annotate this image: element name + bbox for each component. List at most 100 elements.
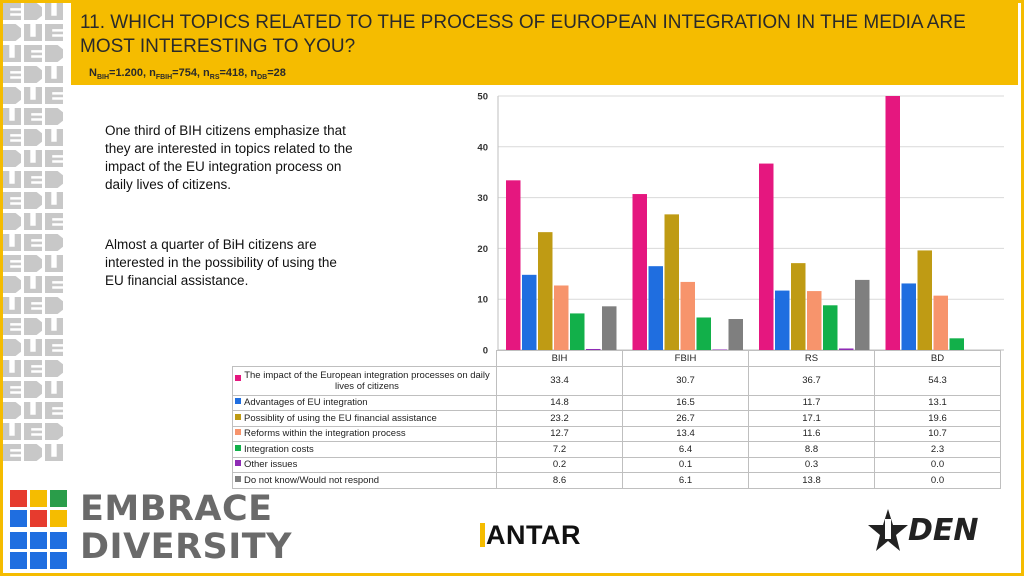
chart-bar [823,305,838,350]
data-value-label: 0.0 [874,472,1001,489]
sidebar-pattern-tile [3,255,21,272]
sidebar-pattern-tile [45,171,63,188]
data-value-label: 0.3 [748,456,875,473]
chart-bar [949,338,964,350]
legend-label: The impact of the European integration p… [244,369,490,392]
header-bar: 11. WHICH TOPICS RELATED TO THE PROCESS … [71,3,1018,85]
data-value-label: 0.0 [874,456,1001,473]
y-tick-label: 10 [477,295,488,306]
data-value-label: 54.3 [874,365,1001,396]
chart-bar [791,263,806,350]
sample-size-note: NBIH=1.200, nFBIH=754, nRS=418, nDB=28 [89,67,286,81]
sidebar-pattern-tile [24,255,42,272]
kantar-wordmark: ANTAR [486,520,581,550]
bie-logo-cell [50,490,67,507]
chart-bar [522,274,537,350]
sidebar-pattern-row [3,339,71,356]
bie-logo-mark [10,490,72,570]
star-person-icon [868,509,908,551]
legend-swatch [235,429,241,436]
sidebar-pattern-tile [24,171,42,188]
sidebar-pattern-tile [3,213,21,230]
category-label: RS [748,350,875,367]
legend-entry: Integration costs [232,441,497,458]
data-value-label: 17.1 [748,410,875,427]
sidebar-pattern-row [3,192,71,209]
legend-entry: The impact of the European integration p… [232,365,497,396]
bie-logo-cell [50,510,67,527]
category-label: FBIH [622,350,749,367]
sidebar-pattern [3,3,71,491]
chart-bar [538,232,553,350]
sample-fbih-value: =754, n [172,67,210,79]
brand-line-1: EMBRACE [80,489,273,529]
table-row: Reforms within the integration process 12… [232,425,1001,442]
y-tick-label: 20 [477,244,488,255]
data-value-label: 36.7 [748,365,875,396]
legend-label: Possiblity of using the EU financial ass… [244,412,437,424]
y-tick-label: 50 [477,92,488,103]
sidebar-pattern-tile [3,66,21,83]
chart-bar [933,295,948,350]
data-value-label: 11.6 [748,425,875,442]
data-value-label: 11.7 [748,394,875,411]
chart-bar [759,163,774,350]
legend-swatch [235,444,241,451]
sidebar-pattern-tile [3,3,21,20]
sidebar-pattern-tile [3,87,21,104]
bie-logo-cell [10,532,27,549]
data-value-label: 26.7 [622,410,749,427]
data-value-label: 30.7 [622,365,749,396]
data-value-label: 0.2 [496,456,623,473]
legend-swatch [235,475,241,482]
sidebar-pattern-tile [45,297,63,314]
kantar-bar-icon [480,523,485,547]
chart-bar [917,250,932,350]
sidebar-pattern-tile [3,129,21,146]
table-row: Do not know/Would not respond 8.6 6.1 13.8 0… [232,472,1001,489]
table-row: Possiblity of using the EU financial ass… [232,410,1001,427]
sidebar-pattern-tile [3,318,21,335]
data-value-label: 7.2 [496,441,623,458]
legend-entry: Advantages of EU integration [232,394,497,411]
sidebar-pattern-tile [3,339,21,356]
y-tick-label: 40 [477,142,488,153]
iden-logo: DEN [868,505,988,560]
legend-entry: Possiblity of using the EU financial ass… [232,410,497,427]
sidebar-pattern-row [3,276,71,293]
legend-swatch [235,398,241,405]
data-value-label: 14.8 [496,394,623,411]
sidebar-pattern-row [3,150,71,167]
legend-swatch [235,460,241,467]
chart-bar [506,180,521,350]
legend-label: Advantages of EU integration [244,397,368,409]
data-value-label: 2.3 [874,441,1001,458]
brand-wordmark: EMBRACE DIVERSITY [80,490,292,566]
sidebar-pattern-row [3,255,71,272]
legend-swatch [235,374,241,381]
data-value-label: 8.8 [748,441,875,458]
table-header-row: BIH FBIH RS BD [233,350,1001,367]
data-value-label: 13.8 [748,472,875,489]
table-row: Advantages of EU integration 14.8 16.5 11.7… [232,394,1001,411]
sample-db-value: =28 [267,67,286,79]
bie-logo-cell [10,552,27,569]
bie-logo-cell [10,510,27,527]
sidebar-pattern-tile [24,129,42,146]
sample-bih-sub: BIH [96,74,110,82]
bie-logo-cell [50,552,67,569]
chart-bar [855,279,870,350]
data-value-label: 12.7 [496,425,623,442]
sidebar-pattern-tile [24,318,42,335]
sidebar-pattern-tile [45,402,63,419]
y-tick-label: 0 [483,346,488,357]
sidebar-pattern-tile [45,108,63,125]
chart-bar [664,214,679,350]
chart-bar [728,319,743,350]
category-label: BIH [496,350,623,367]
data-value-label: 13.4 [622,425,749,442]
bie-logo-cell [30,552,47,569]
chart-bar [602,306,617,350]
sidebar-pattern-row [3,3,71,20]
sidebar-pattern-tile [24,297,42,314]
